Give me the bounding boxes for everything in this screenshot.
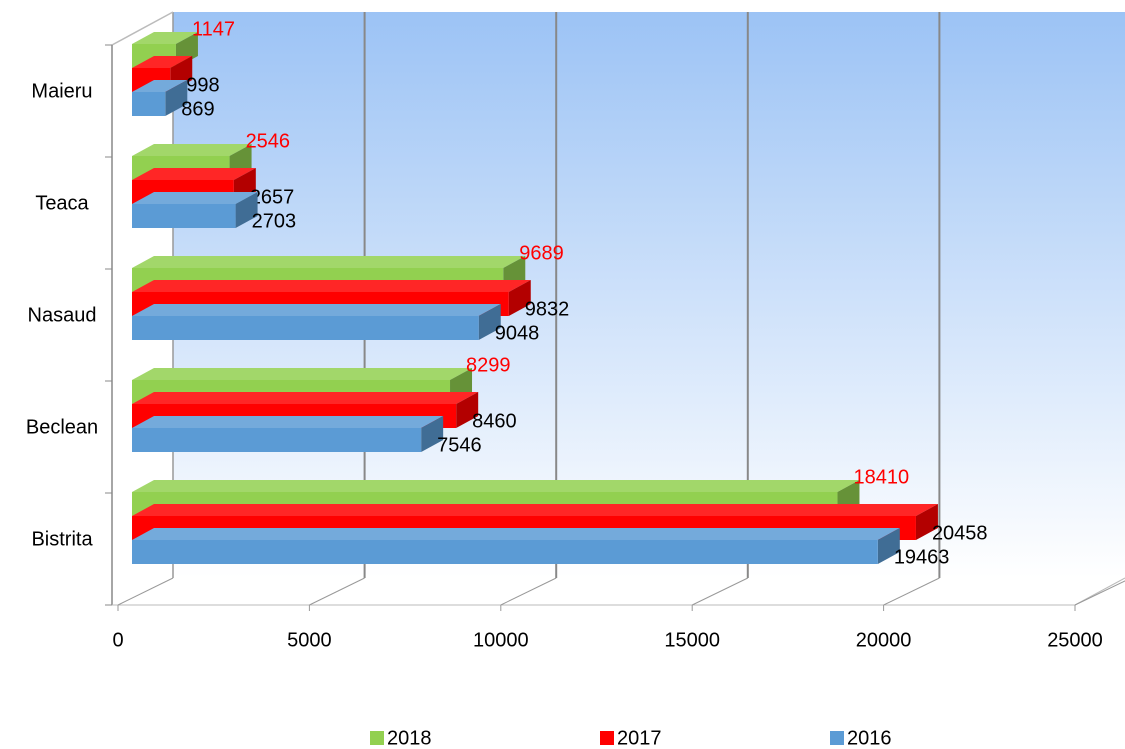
value-label: 8460 [472, 410, 517, 432]
value-label: 2703 [252, 210, 297, 232]
bar [132, 540, 878, 564]
floor-tick [691, 577, 749, 606]
bar [132, 316, 479, 340]
floor-tick [883, 577, 940, 606]
bar-top [132, 368, 473, 380]
bar-top [132, 280, 531, 292]
legend-label: 2017 [617, 727, 662, 749]
value-label: 998 [186, 74, 219, 96]
y-tick-label: Nasaud [28, 304, 97, 326]
floor-tick [500, 577, 557, 606]
y-tick-label: Maieru [31, 80, 92, 102]
floor-tick [117, 577, 174, 606]
value-label: 8299 [466, 354, 511, 376]
value-label: 1147 [192, 18, 235, 40]
floor-tick [1074, 580, 1125, 606]
bar-top [132, 504, 938, 516]
bar-side [421, 416, 444, 452]
bar-top [132, 144, 252, 156]
value-label: 2657 [250, 186, 294, 208]
x-tick-label: 25000 [1047, 629, 1103, 651]
value-label: 9689 [519, 242, 564, 264]
bar-side [508, 280, 531, 316]
bar [132, 92, 166, 116]
bar-top [132, 480, 860, 492]
y-tick-label: Bistrita [31, 528, 93, 550]
legend-label: 2018 [387, 727, 432, 749]
floor-tick [309, 577, 365, 606]
bar-side [235, 192, 258, 228]
value-label: 9048 [495, 322, 540, 344]
x-tick-label: 5000 [287, 629, 332, 651]
bar-top [132, 304, 501, 316]
x-tick-label: 10000 [473, 629, 529, 651]
bar-side [915, 504, 938, 540]
legend-label: 2016 [847, 727, 892, 749]
bar-side [877, 528, 900, 564]
legend-swatch [370, 731, 384, 745]
bar-top [132, 256, 526, 268]
x-tick-label: 15000 [664, 629, 720, 651]
bar [132, 204, 236, 228]
value-label: 20458 [932, 522, 988, 544]
value-label: 18410 [853, 466, 909, 488]
bar-side [456, 392, 479, 428]
bar-top [132, 168, 256, 180]
bar-top [132, 392, 479, 404]
y-tick-label: Beclean [26, 416, 98, 438]
value-label: 2546 [246, 130, 291, 152]
bar-top [132, 416, 444, 428]
bar-top [132, 32, 198, 44]
x-tick-label: 20000 [856, 629, 912, 651]
bar [132, 428, 422, 452]
bar-side [478, 304, 501, 340]
value-label: 7546 [437, 434, 482, 456]
bar-side [165, 80, 188, 116]
bar-top [132, 528, 900, 540]
value-label: 19463 [894, 546, 950, 568]
bar-top [132, 80, 188, 92]
x-tick-label: 0 [112, 629, 123, 651]
bar-top [132, 192, 258, 204]
legend-swatch [600, 731, 614, 745]
legend-swatch [830, 731, 844, 745]
value-label: 869 [181, 98, 214, 120]
y-tick-label: Teaca [35, 192, 89, 214]
side-wall-edge [111, 11, 174, 46]
value-label: 9832 [525, 298, 570, 320]
bar-top [132, 56, 193, 68]
